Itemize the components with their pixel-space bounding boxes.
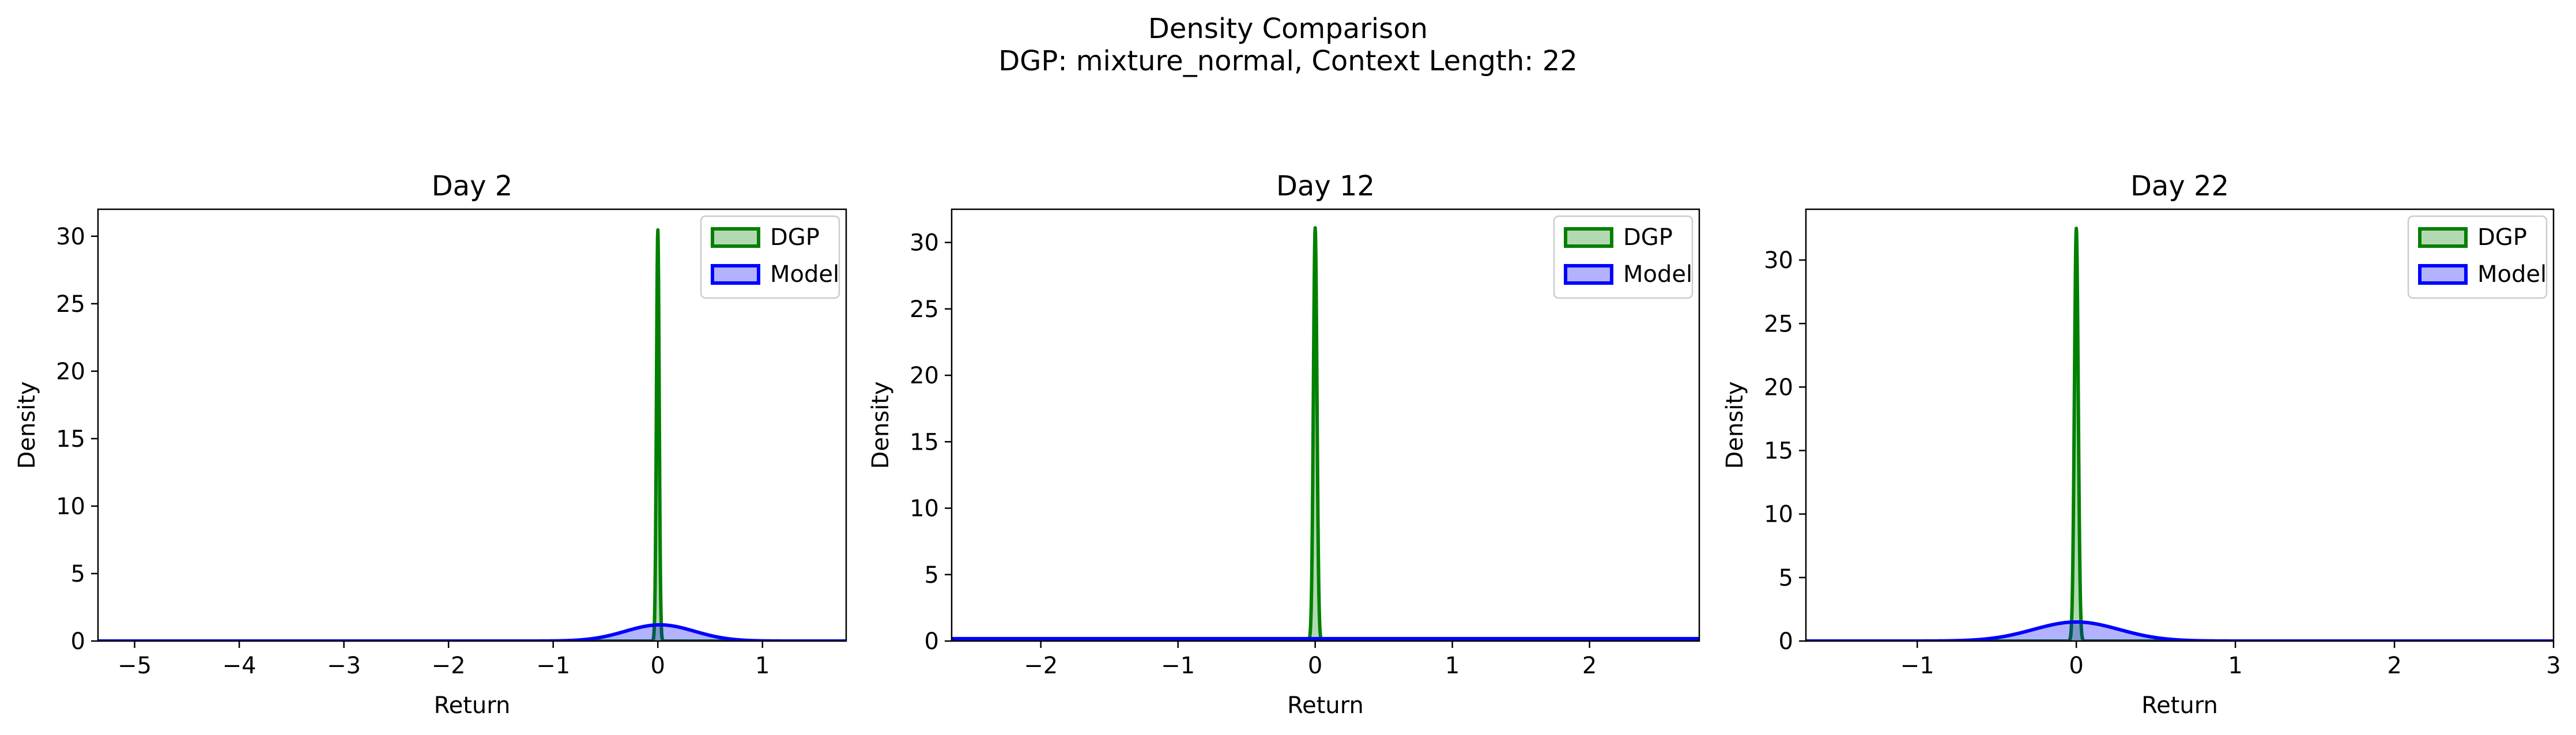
y-tick-label: 25 [56,291,85,318]
figure-subtitle: DGP: mixture_normal, Context Length: 22 [998,45,1578,77]
series-model-line [98,623,846,641]
x-tick-label: 1 [755,653,770,679]
y-tick-label: 5 [925,562,939,589]
legend: DGP Model [700,215,840,299]
y-tick-label: 30 [910,230,939,257]
x-tick-label: 0 [1308,653,1322,679]
legend-label-dgp: DGP [2477,224,2527,251]
y-tick-label: 15 [56,426,85,453]
x-tick-label: 0 [651,653,665,679]
x-tick-label: −1 [1900,653,1934,679]
legend-swatch-dgp [711,227,760,248]
axes-frame [951,208,1700,642]
figure-title: Density Comparison [1148,13,1428,45]
legend-frame [1553,215,1694,299]
series-model-fill [1806,621,2554,641]
x-tick-label: 2 [1582,653,1597,679]
y-axis-label: Density [1722,381,1748,469]
legend-swatch-model [711,264,760,285]
x-tick-label: −5 [118,653,152,679]
legend-label-model: Model [1623,261,1692,288]
x-tick-label: −2 [1024,653,1058,679]
axes-frame [97,208,847,642]
x-tick-label: −3 [327,653,361,679]
y-tick-label: 0 [1779,628,1793,655]
x-tick-label: −1 [1161,653,1195,679]
x-tick-label: 2 [2387,653,2401,679]
x-tick-label: −1 [536,653,570,679]
x-tick-label: 1 [1445,653,1459,679]
y-tick-label: 20 [910,363,939,389]
y-tick-label: 10 [56,493,85,520]
y-tick-label: 0 [71,628,85,655]
x-tick-label: 0 [2069,653,2083,679]
legend-label-model: Model [770,261,839,288]
y-tick-label: 25 [910,296,939,323]
series-model-fill [98,624,846,641]
y-tick-label: 15 [910,429,939,455]
series-model-line [1806,620,2554,641]
x-tick-label: 3 [2546,653,2560,679]
y-tick-label: 5 [71,561,85,587]
subplot-title: Day 22 [2130,170,2229,202]
x-axis-label: Return [1287,692,1364,719]
x-tick-label: 1 [2228,653,2242,679]
y-tick-label: 15 [1764,438,1793,465]
legend-swatch-model [1564,264,1613,285]
y-tick-label: 20 [1764,374,1793,401]
subplot-title: Day 12 [1276,170,1375,202]
legend-swatch-model [2418,264,2468,285]
y-axis-label: Density [14,381,40,469]
legend-frame [700,215,840,299]
legend-label-model: Model [2477,261,2547,288]
subplot-title: Day 2 [432,170,513,202]
y-tick-label: 10 [1764,502,1793,528]
legend-label-dgp: DGP [770,224,820,251]
legend-frame [2407,215,2548,299]
x-tick-label: −2 [432,653,466,679]
legend-swatch-dgp [2418,227,2468,248]
y-tick-label: 0 [925,628,939,655]
legend: DGP Model [2407,215,2548,299]
y-tick-label: 30 [1764,247,1793,274]
legend-label-dgp: DGP [1623,224,1673,251]
y-tick-label: 20 [56,359,85,385]
y-tick-label: 5 [1779,565,1793,591]
y-axis-label: Density [868,381,894,469]
y-tick-label: 25 [1764,311,1793,337]
x-axis-label: Return [2141,692,2218,719]
legend: DGP Model [1553,215,1694,299]
x-axis-label: Return [434,692,511,719]
y-tick-label: 10 [910,496,939,522]
y-tick-label: 30 [56,224,85,250]
axes-frame [1805,208,2555,642]
legend-swatch-dgp [1564,227,1613,248]
x-tick-label: −4 [222,653,257,679]
